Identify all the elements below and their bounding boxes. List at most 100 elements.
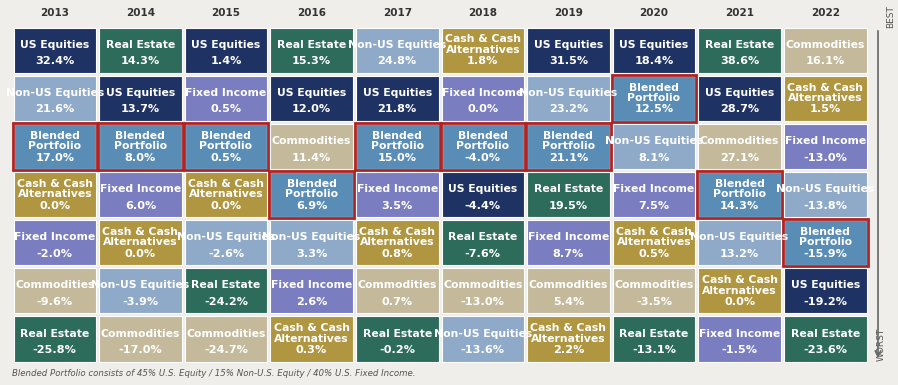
Text: WORST: WORST [877,328,886,361]
Text: 13.7%: 13.7% [121,104,160,114]
Bar [356,75,438,121]
Bar [441,123,525,170]
Bar [699,220,781,265]
Text: 3.3%: 3.3% [296,249,327,259]
Bar [184,123,269,170]
Text: Cash & Cash
Alternatives: Cash & Cash Alternatives [188,179,264,199]
Text: 0.0%: 0.0% [40,201,70,211]
Text: US Equities: US Equities [790,280,859,290]
Text: Non-US Equities: Non-US Equities [177,232,275,242]
Text: 2.2%: 2.2% [552,345,584,355]
Bar [527,316,610,362]
Text: -7.6%: -7.6% [465,249,501,259]
Text: Real Estate: Real Estate [533,184,603,194]
Text: 2014: 2014 [126,8,155,18]
Bar [99,268,181,313]
Text: 2021: 2021 [725,8,754,18]
Bar [270,172,353,217]
Bar [784,316,867,362]
Text: 0.5%: 0.5% [210,104,242,114]
Text: Commodities: Commodities [786,40,865,50]
Bar [527,268,610,313]
Bar [698,171,782,218]
Text: US Equities: US Equities [106,88,175,98]
Text: Fixed Income: Fixed Income [442,88,524,98]
Text: Blended
Portfolio: Blended Portfolio [713,179,766,199]
Text: -9.6%: -9.6% [37,297,73,307]
Text: Non-US Equities: Non-US Equities [776,184,875,194]
Bar [99,220,181,265]
Text: -3.5%: -3.5% [636,297,672,307]
Text: 24.8%: 24.8% [377,56,417,66]
Text: -13.0%: -13.0% [804,152,847,162]
Bar [612,27,695,73]
Bar [356,268,438,313]
Bar [699,124,781,169]
Text: Fixed Income: Fixed Income [785,136,866,146]
Bar [356,172,438,217]
Bar [185,316,268,362]
Text: 1.8%: 1.8% [467,56,498,66]
Bar [612,75,696,122]
Bar [355,123,439,170]
Bar [13,316,96,362]
Text: Fixed Income: Fixed Income [357,184,438,194]
Text: 14.3%: 14.3% [120,56,160,66]
Bar [13,124,96,169]
Text: 21.8%: 21.8% [377,104,417,114]
Bar [99,124,181,169]
Text: 6.0%: 6.0% [125,201,156,211]
Text: 2016: 2016 [297,8,326,18]
Text: Cash & Cash
Alternatives: Cash & Cash Alternatives [17,179,92,199]
Bar [270,220,353,265]
Text: Fixed Income: Fixed Income [100,184,181,194]
Bar [783,219,867,266]
Text: US Equities: US Equities [705,88,774,98]
Bar [612,268,695,313]
Bar [269,171,354,218]
Text: 8.0%: 8.0% [125,152,156,162]
Text: Commodities: Commodities [101,328,180,338]
Text: 0.0%: 0.0% [724,297,755,307]
Text: Commodities: Commodities [15,280,94,290]
Text: -4.4%: -4.4% [465,201,501,211]
Bar [356,220,438,265]
Text: Real Estate: Real Estate [448,232,517,242]
Text: Cash & Cash
Alternatives: Cash & Cash Alternatives [616,227,692,248]
Bar [442,172,524,217]
Bar [699,268,781,313]
Text: US Equities: US Equities [191,40,260,50]
Bar [784,124,867,169]
Text: US Equities: US Equities [448,184,517,194]
Text: Cash & Cash
Alternatives: Cash & Cash Alternatives [274,323,349,344]
Text: Cash & Cash
Alternatives: Cash & Cash Alternatives [359,227,436,248]
Text: 2020: 2020 [639,8,668,18]
Text: Blended
Portfolio: Blended Portfolio [456,131,509,151]
Text: Fixed Income: Fixed Income [613,184,695,194]
Text: Commodities: Commodities [357,280,437,290]
Bar [185,172,268,217]
Bar [784,220,867,265]
Bar [612,75,695,121]
Bar [185,75,268,121]
Text: Blended
Portfolio: Blended Portfolio [199,131,252,151]
Text: Commodities: Commodities [700,136,779,146]
Bar [185,268,268,313]
Bar [99,172,181,217]
Text: Non-US Equities: Non-US Equities [348,40,446,50]
Bar [612,124,695,169]
Bar [699,172,781,217]
Text: 31.5%: 31.5% [549,56,588,66]
Text: Non-US Equities: Non-US Equities [92,280,189,290]
Text: Commodities: Commodities [186,328,266,338]
Bar [356,27,438,73]
Text: 0.0%: 0.0% [467,104,498,114]
Bar [270,75,353,121]
Bar [442,220,524,265]
Text: -19.2%: -19.2% [803,297,847,307]
Text: Real Estate: Real Estate [705,40,774,50]
Text: -23.6%: -23.6% [803,345,847,355]
Text: US Equities: US Equities [20,40,90,50]
Text: 8.1%: 8.1% [638,152,670,162]
Text: Fixed Income: Fixed Income [699,328,780,338]
